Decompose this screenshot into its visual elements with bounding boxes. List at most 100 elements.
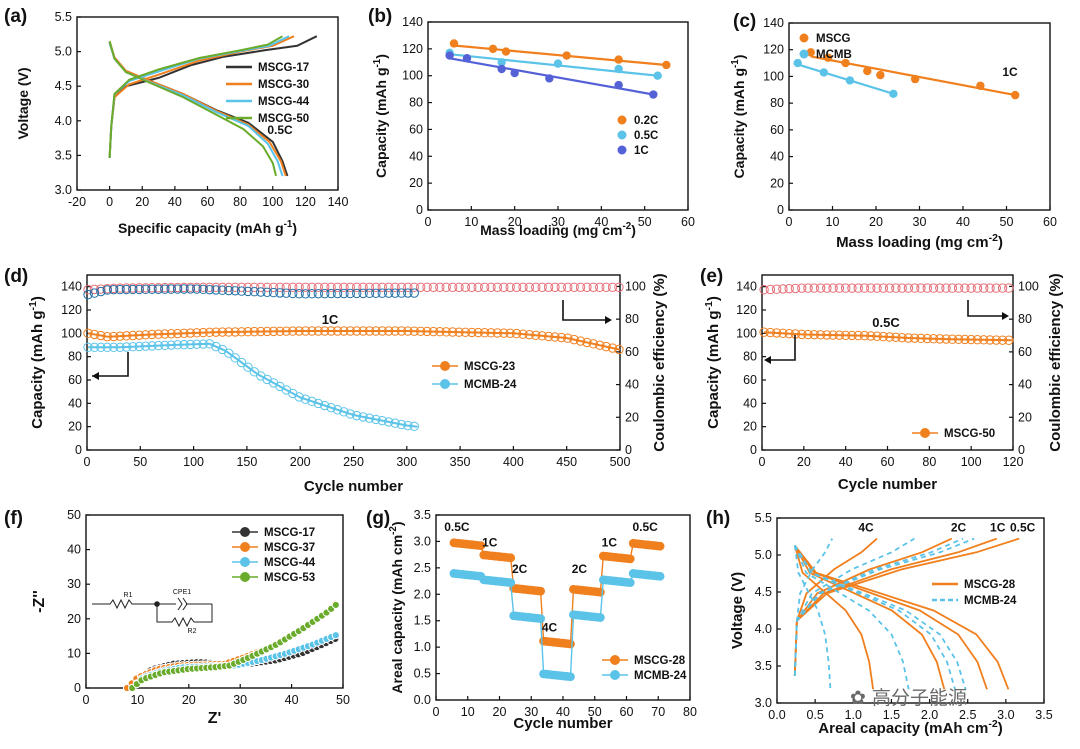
x-tick-label-g: 70 <box>651 705 665 719</box>
y-tick-label-b: 60 <box>409 122 423 136</box>
ce-marker-MCMB-24 <box>383 288 394 298</box>
x-tick-label-c: 40 <box>956 215 970 229</box>
capacity-marker-MCMB-24 <box>236 357 247 368</box>
ce-marker-MCMB-24 <box>409 288 419 298</box>
legend-h-label: MSCG-28 <box>964 579 1016 591</box>
y-tick-label-g: 1.5 <box>414 614 431 628</box>
legend-c-label: MSCG <box>816 33 851 45</box>
ce-marker-MSCG-23 <box>211 282 221 292</box>
rate-label: 0.5C <box>632 520 658 534</box>
point-1C <box>510 68 519 78</box>
ce-marker-MSCG-23 <box>614 282 624 292</box>
y2-tick-label-d: 40 <box>625 378 639 392</box>
x-tick-label-d: 300 <box>396 455 417 469</box>
discharge-curve-MCMB-24 <box>794 544 956 690</box>
ce-marker-MSCG-23 <box>505 282 515 292</box>
x-tick-label-h: 1.0 <box>845 708 862 722</box>
annotation-d: 1C <box>322 312 339 327</box>
ce-marker-MSCG-50 <box>922 283 932 293</box>
x-tick-label-b: 40 <box>594 215 608 229</box>
x-axis-title-d: Cycle number <box>304 478 403 495</box>
ce-marker-MSCG-23 <box>588 282 599 292</box>
x-tick-label-d: 50 <box>133 455 147 469</box>
circuit-node <box>154 601 160 607</box>
x-tick-label-a: 140 <box>328 195 349 209</box>
point-MSCG <box>976 81 985 90</box>
y2-tick-label-d: 60 <box>625 345 639 359</box>
y-tick-label-f: 50 <box>67 508 81 522</box>
ce-marker-MSCG-50 <box>941 283 951 293</box>
point-0.2C <box>449 39 459 48</box>
y-tick-label-f: 30 <box>67 577 81 591</box>
ce-marker-MSCG-50 <box>859 283 870 293</box>
ce-marker-MCMB-24 <box>217 285 228 295</box>
charge-curve-MSCG-28 <box>793 537 998 676</box>
x-tick-label-e: 40 <box>839 455 853 469</box>
ce-marker-MCMB-24 <box>307 289 317 299</box>
point-MSCG <box>910 74 920 84</box>
y-tick-label-c: 80 <box>770 96 784 110</box>
capacity-marker-MCMB-24 <box>243 362 253 372</box>
ce-marker-MCMB-24 <box>121 284 132 295</box>
point-1C <box>462 54 472 63</box>
series-MSCG-50-discharge <box>108 41 277 177</box>
annotation-c: 1C <box>1002 65 1018 79</box>
y-tick-label-a: 4.0 <box>55 114 72 128</box>
capacity-marker-MCMB-24 <box>345 409 356 419</box>
ce-marker-MSCG-50 <box>790 283 801 294</box>
x-axis-title-f: Z' <box>208 710 222 727</box>
capacity-marker-MCMB-24 <box>326 402 336 413</box>
ce-marker-MSCG-50 <box>972 283 983 293</box>
ce-marker-MCMB-24 <box>204 284 215 295</box>
y-tick-label-e: 20 <box>743 420 757 434</box>
ce-marker-MSCG-23 <box>435 282 445 292</box>
point-MSCG <box>876 70 885 80</box>
ce-marker-MSCG-23 <box>467 282 477 292</box>
ce-marker-MSCG-50 <box>797 283 807 293</box>
ce-marker-MSCG-23 <box>288 282 298 292</box>
ce-marker-MSCG-23 <box>454 282 464 292</box>
x-tick-label-c: 50 <box>1000 215 1014 229</box>
y-axis-title-g: Areal capacity (mAh cm-2) <box>388 521 405 693</box>
x-tick-label-b: 20 <box>508 215 522 229</box>
point-0.2C <box>488 44 498 54</box>
y-tick-label-d: 80 <box>68 350 82 364</box>
plot-frame-e <box>761 274 1014 451</box>
ce-marker-MSCG-23 <box>351 282 362 292</box>
y-tick-label-e: 0 <box>750 443 757 457</box>
discharge-curve-MCMB-24 <box>793 545 832 690</box>
discharge-curve-MSCG-28 <box>793 545 874 690</box>
y-tick-label-c: 100 <box>763 69 784 83</box>
capacity-line-MSCG-23 <box>87 330 621 351</box>
arrowhead-right-e <box>1002 312 1009 320</box>
ce-marker-MSCG-23 <box>486 282 496 292</box>
ce-marker-MSCG-50 <box>809 283 819 293</box>
fit-line-0.5C <box>449 53 658 77</box>
ce-marker-MSCG-50 <box>878 283 889 293</box>
y-tick-label-g: 0.5 <box>414 667 431 681</box>
panel-label-c: (c) <box>733 11 756 32</box>
ce-marker-MSCG-50 <box>759 285 769 295</box>
y-axis-title-e: Capacity (mAh g-1) <box>703 296 722 429</box>
panel-label-e: (e) <box>700 266 723 287</box>
ce-marker-MSCG-23 <box>256 282 266 292</box>
ce-marker-MSCG-23 <box>518 282 528 292</box>
ce-marker-MCMB-24 <box>83 289 93 300</box>
x-tick-label-f: 40 <box>285 693 299 707</box>
ce-marker-MCMB-24 <box>140 284 151 295</box>
rate-marker-MCMB-24 <box>595 613 605 622</box>
capacity-line-MCMB-24 <box>88 342 418 428</box>
y-tick-label-d: 140 <box>61 280 82 294</box>
ce-marker-MSCG-23 <box>313 282 324 292</box>
y-tick-label-c: 0 <box>777 203 784 217</box>
y-axis-title-d: Capacity (mAh g-1) <box>27 296 46 429</box>
legend-b-label: 0.5C <box>634 130 658 142</box>
y-tick-label-g: 1.0 <box>414 640 431 654</box>
impedance-marker-MSCG-44 <box>331 631 340 640</box>
point-MCMB <box>819 68 828 77</box>
ce-marker-MCMB-24 <box>166 284 176 294</box>
y-tick-label-b: 40 <box>409 149 423 163</box>
x-tick-label-h: 2.5 <box>959 708 976 722</box>
point-0.5C <box>553 59 563 68</box>
